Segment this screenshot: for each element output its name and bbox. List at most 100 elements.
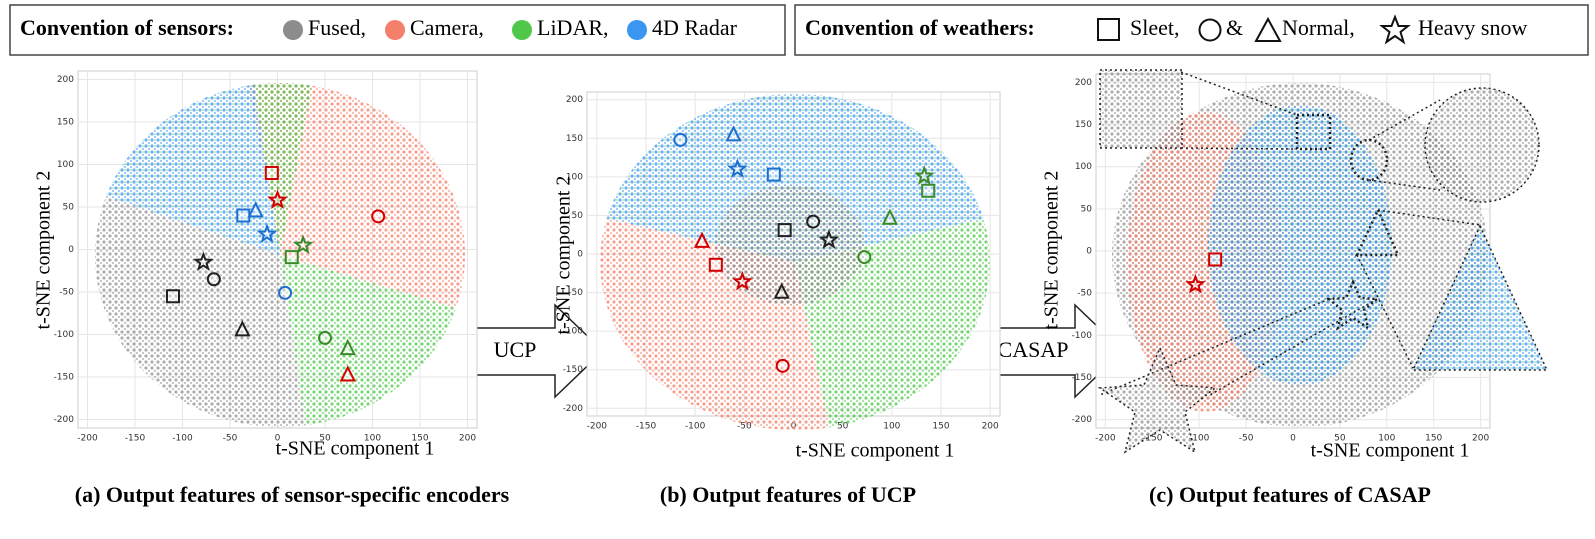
y-tick-label: 50: [1081, 204, 1093, 214]
marker-star: [732, 270, 753, 291]
x-tick-label: 200: [1472, 434, 1489, 444]
y-tick-label: 150: [566, 134, 583, 144]
x-tick-label: -200: [1095, 434, 1116, 444]
arrow-label: CASAP: [998, 337, 1069, 362]
marker-triangle: [881, 208, 898, 225]
marker-star: [913, 165, 935, 185]
square-icon: [1097, 18, 1120, 41]
y-tick-label: 150: [57, 118, 74, 128]
scatter-plot: -200 -150 -100 -50 0 50 100 150 200 -200 -150 -100 -…: [1041, 73, 1491, 507]
x-tick-label: 200: [982, 422, 999, 432]
legend-label: Heavy snow: [1418, 15, 1527, 40]
marker-circle: [857, 250, 872, 265]
legend-label: &: [1226, 15, 1243, 40]
x-tick-label: -100: [1189, 434, 1210, 444]
scatter-plot: -200 -150 -100 -50 0 50 100 150 200 -200 -150 -100 -…: [553, 91, 1001, 507]
legend-swatch: [627, 20, 647, 40]
zoom-insets: [1097, 69, 1549, 454]
marker-triangle: [339, 365, 356, 382]
marker-circle: [775, 358, 790, 373]
marker-triangle: [693, 231, 711, 248]
star-icon: [1379, 14, 1411, 45]
marker-star: [818, 229, 840, 249]
x-tick-label: 200: [459, 434, 476, 444]
y-axis-label: t-SNE component 2: [33, 171, 55, 330]
y-tick-label: -200: [563, 404, 584, 414]
legend-label: Fused,: [308, 15, 366, 40]
point-cloud: [715, 185, 865, 305]
marker-square: [236, 208, 251, 223]
y-tick-label: -50: [1077, 289, 1092, 299]
marker-square: [921, 183, 936, 198]
marker-circle: [206, 272, 221, 287]
y-tick-label: -200: [54, 415, 75, 425]
marker-circle: [278, 285, 293, 300]
legend-label: LiDAR,: [537, 15, 609, 40]
point-cloud: [254, 83, 313, 255]
x-axis-label: t-SNE component 1: [796, 440, 955, 462]
x-tick-label: -50: [737, 422, 752, 432]
legend-swatch: [283, 20, 303, 40]
x-tick-label: 150: [932, 422, 949, 432]
y-axis-label: t-SNE component 2: [1041, 171, 1063, 330]
marker-triangle: [339, 338, 356, 356]
marker-star: [256, 223, 278, 244]
plots: -200 -150 -100 -50 0 50 100 150 200 -200 -150 -100 -…: [33, 70, 1491, 507]
y-tick-label: 100: [566, 172, 583, 182]
y-tick-label: 100: [57, 160, 74, 170]
y-tick-label: -100: [1072, 331, 1093, 341]
y-tick-label: -150: [54, 373, 75, 383]
arrow-label: UCP: [494, 337, 537, 362]
y-tick-label: -50: [59, 288, 74, 298]
x-tick-label: -200: [77, 434, 98, 444]
marker-triangle: [234, 320, 251, 337]
x-tick-label: 150: [411, 434, 428, 444]
marker-star: [193, 251, 214, 272]
marker-square: [766, 167, 781, 182]
x-tick-label: 50: [1334, 434, 1346, 444]
legend-swatch: [512, 20, 532, 40]
legend-label: Normal,: [1282, 15, 1355, 40]
legend-label: Sleet,: [1130, 15, 1180, 40]
y-tick-label: 0: [577, 250, 583, 260]
legend-title: Convention of weathers:: [805, 15, 1035, 40]
y-tick-label: -100: [563, 327, 584, 337]
point-cloud: [247, 83, 465, 309]
x-tick-label: 100: [1378, 434, 1395, 444]
x-tick-label: -150: [125, 434, 146, 444]
point-cloud: [280, 255, 456, 426]
marker-star: [267, 189, 288, 209]
y-tick-label: -150: [1072, 373, 1093, 383]
marker-square: [708, 257, 723, 272]
x-tick-label: 100: [364, 434, 381, 444]
y-tick-label: 100: [1075, 162, 1092, 172]
caption: (c) Output features of CASAP: [1149, 482, 1431, 507]
marker-square: [264, 166, 279, 180]
legend-box: [794, 4, 1589, 56]
point-cloud: [606, 94, 984, 262]
x-tick-label: 150: [1425, 434, 1442, 444]
y-tick-label: -100: [54, 330, 75, 340]
y-tick-label: 0: [68, 245, 74, 255]
x-tick-label: -100: [685, 422, 706, 432]
scatter-plot: -200 -150 -100 -50 0 50 100 150 200 -200 -150 -100 -…: [33, 70, 510, 507]
x-tick-label: -150: [636, 422, 657, 432]
caption: (a) Output features of sensor-specific e…: [75, 482, 510, 507]
x-tick-label: 50: [319, 434, 331, 444]
y-tick-label: 0: [1086, 247, 1092, 257]
marker-circle: [371, 209, 386, 224]
x-tick-label: -150: [1142, 434, 1163, 444]
x-tick-label: 100: [883, 422, 900, 432]
x-tick-label: 0: [1290, 434, 1296, 444]
marker-triangle: [725, 125, 742, 142]
y-tick-label: -200: [1072, 415, 1093, 425]
marker-star: [292, 234, 314, 255]
marker-star: [1185, 273, 1206, 294]
triangle-icon: [1254, 16, 1282, 42]
marker-triangle: [247, 201, 264, 218]
x-tick-label: -50: [223, 434, 238, 444]
y-tick-label: 50: [572, 211, 584, 221]
x-axis-label: t-SNE component 1: [276, 438, 435, 460]
y-axis-label: t-SNE component 2: [553, 176, 575, 335]
